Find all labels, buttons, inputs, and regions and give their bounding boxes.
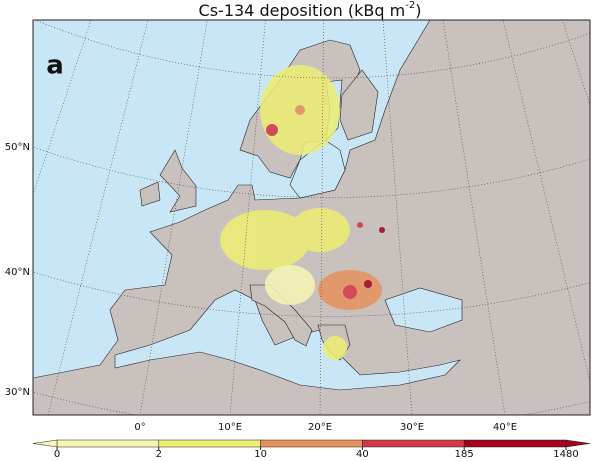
title-main: Cs-134 deposition (kBq m [199,1,406,20]
colorbar-segment [463,439,567,448]
longitude-label: 10°E [218,422,242,433]
map [33,20,590,415]
panel-label: a [46,51,64,81]
deposition-points [220,65,385,360]
colorbar-tick-label: 185 [455,449,474,460]
latitude-label: 50°N [5,142,30,153]
colorbar-arrow-high [565,439,591,448]
map-frame [32,19,591,416]
colorbar-tick-label: 1480 [553,449,578,460]
colorbar-tick-label: 40 [356,449,369,460]
title-superscript: -2 [405,0,415,11]
colorbar-segment [56,439,160,448]
title-end: ) [415,1,421,20]
finland [339,69,379,141]
longitude-label: 0° [134,422,145,433]
longitude-label: 40°E [493,422,517,433]
colorbar-tick-label: 0 [54,449,60,460]
black-sea [384,287,463,333]
title: Cs-134 deposition (kBq m-2) [199,0,422,20]
latitude-label: 40°N [5,267,30,278]
colorbar-arrow-low [32,439,58,448]
great-britain [159,149,197,213]
latitude-label: 30°N [5,387,30,398]
colorbar-segment [362,439,465,448]
colorbar-tick-label: 2 [156,449,162,460]
ireland [139,181,161,207]
longitude-label: 20°E [308,422,332,433]
longitude-label: 30°E [400,422,424,433]
colorbar-segment [158,439,261,448]
colorbar-segment [260,439,363,448]
graticule [33,20,590,415]
colorbar-tick-label: 10 [254,449,267,460]
